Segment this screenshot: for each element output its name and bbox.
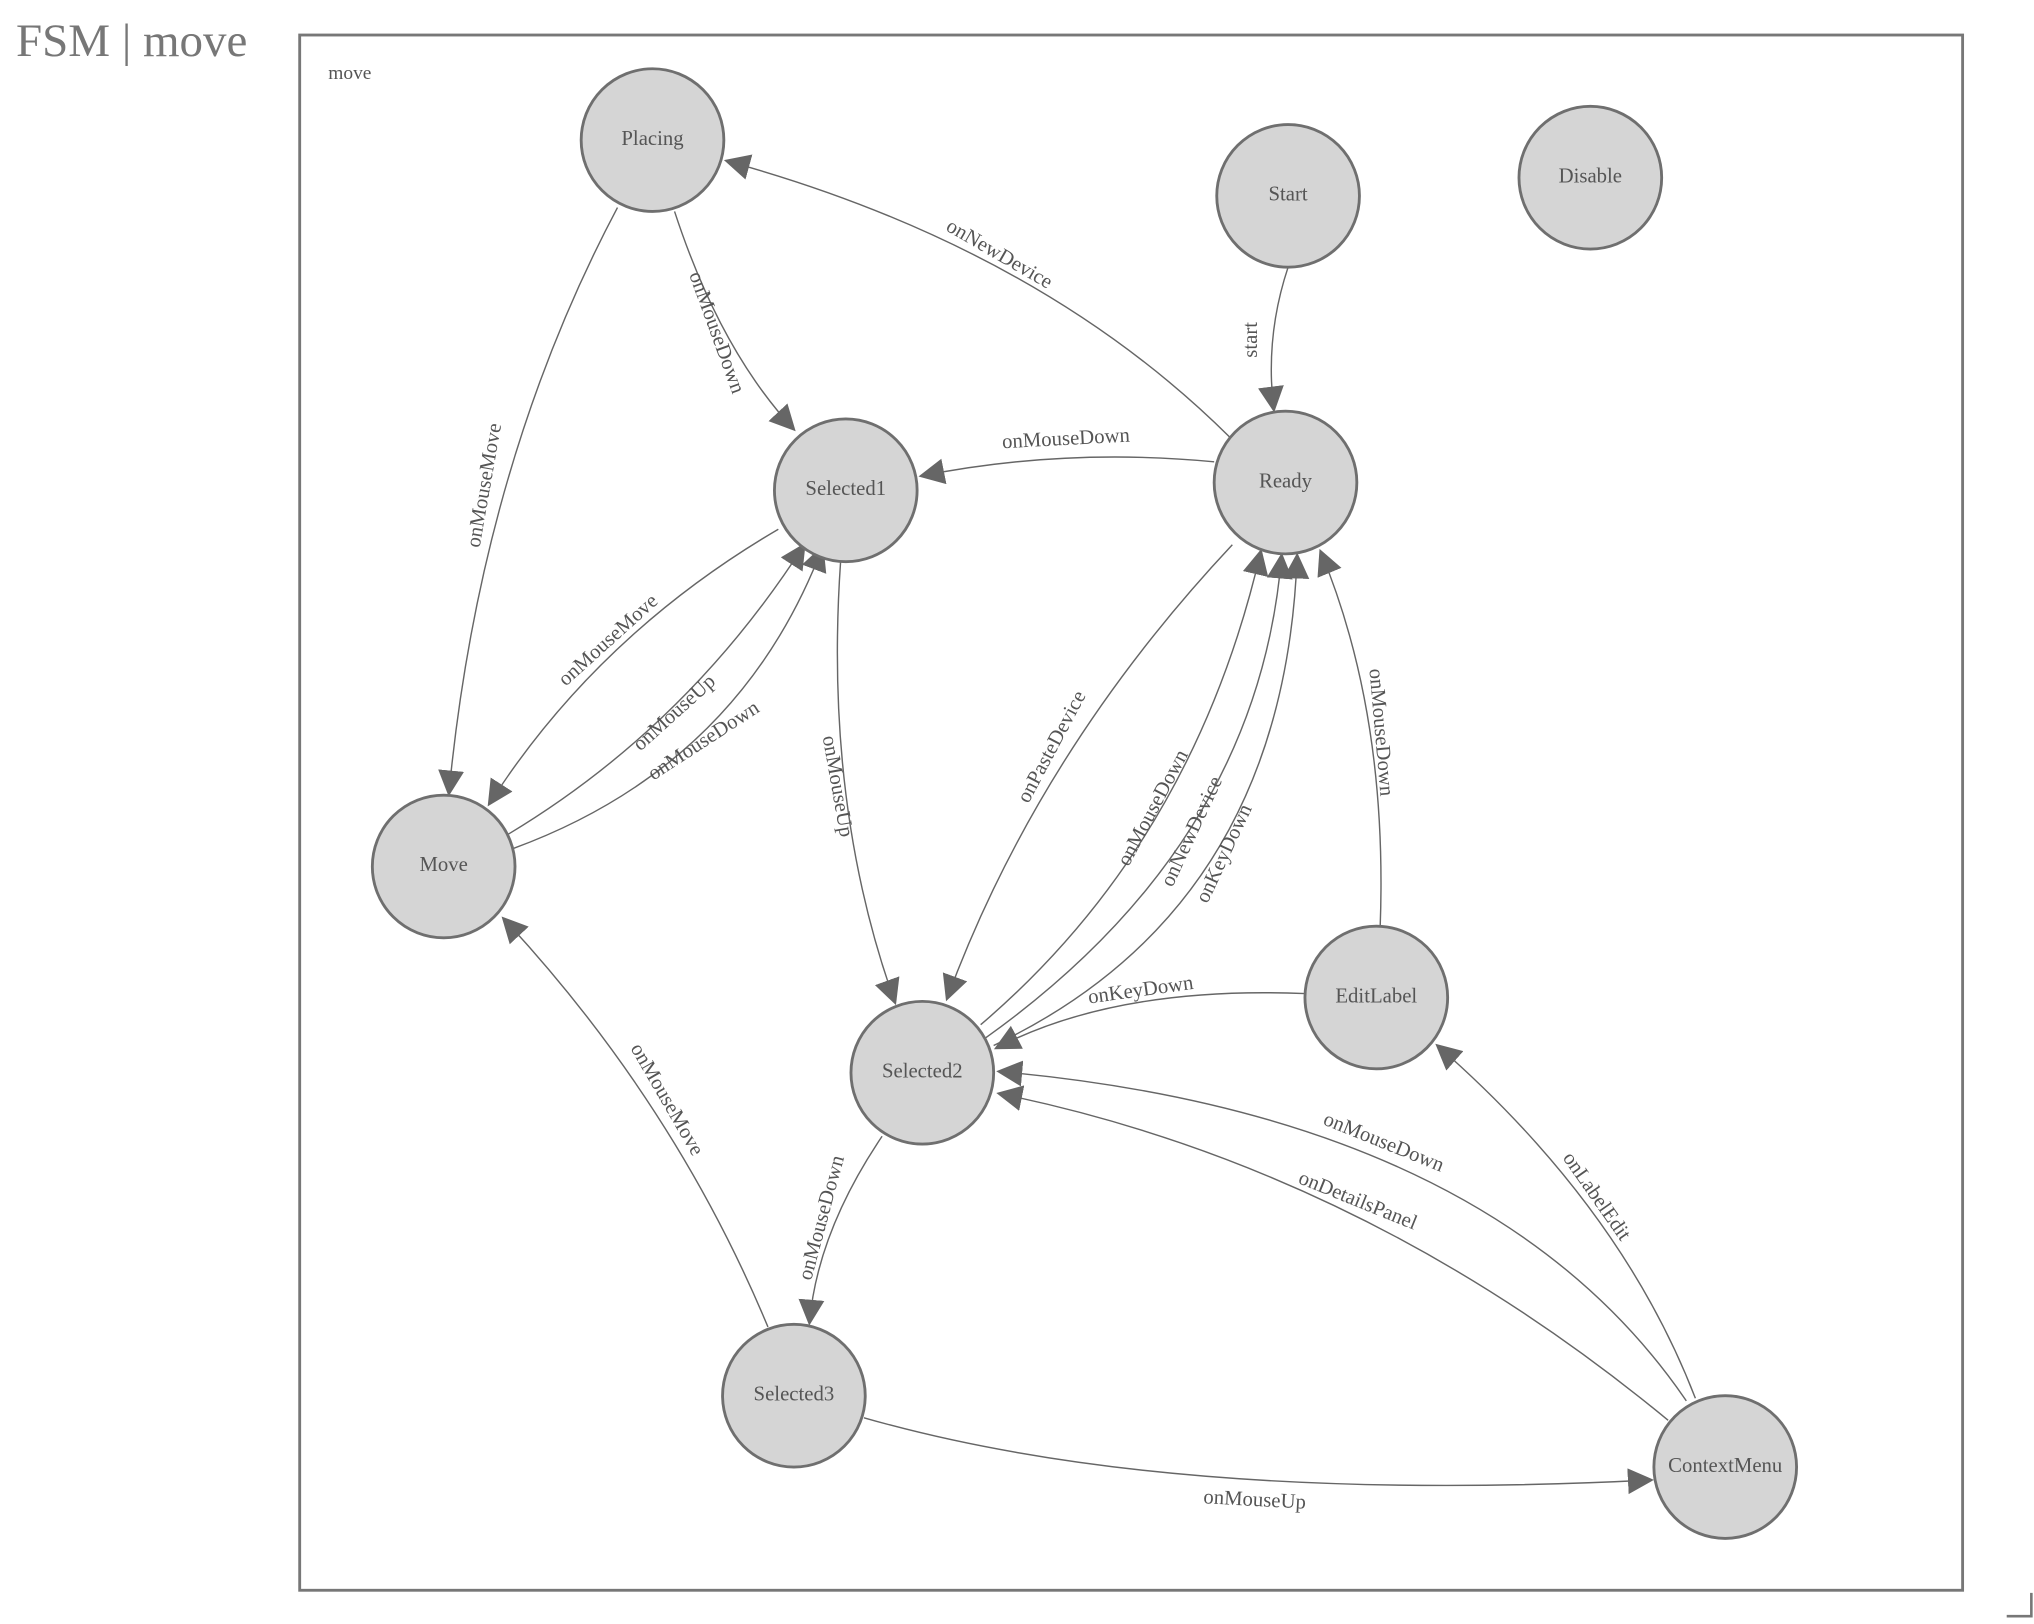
page-title: FSM | move (16, 15, 248, 67)
state-circle[interactable] (1303, 924, 1450, 1071)
transition-ready-to-selected1: onMouseDown (918, 425, 1215, 485)
transition-label: onMouseDown (795, 1153, 850, 1283)
transition-label: onMouseMove (626, 1040, 708, 1160)
transition-ready-to-placing: onNewDevice (723, 154, 1231, 438)
state-machine-frame (298, 33, 1965, 1592)
transition-selected3-to-move: onMouseMove (501, 916, 769, 1328)
transition-arrow (508, 542, 806, 835)
state-label: Disable (1559, 165, 1622, 187)
transition-arrow (487, 528, 779, 807)
transition-arrow (1317, 548, 1382, 927)
state-editlabel[interactable]: EditLabel (1303, 924, 1450, 1071)
transition-selected1-to-selected2: onMouseUp (818, 561, 900, 1006)
transition-selected1-to-move: onMouseMove (487, 528, 779, 807)
state-label: ContextMenu (1668, 1455, 1783, 1477)
transition-arrow (996, 1085, 1669, 1421)
transition-label: onKeyDown (1087, 972, 1196, 1009)
transition-label: onMouseDown (684, 269, 749, 397)
transition-label: start (1240, 322, 1262, 358)
transition-move-to-selected1: onMouseUp (508, 542, 806, 835)
transition-contextmenu-to-selected2: onMouseDown (996, 1060, 1687, 1402)
transition-editlabel-to-selected2: onKeyDown (993, 972, 1305, 1050)
state-contextmenu[interactable]: ContextMenu (1652, 1394, 1798, 1540)
transition-arrow (996, 1060, 1687, 1402)
state-label: Ready (1259, 470, 1313, 492)
transition-arrow (513, 544, 827, 849)
state-placing[interactable]: Placing (579, 67, 726, 213)
transition-selected3-to-contextmenu: onMouseUp (863, 1417, 1654, 1514)
transition-placing-to-selected1: onMouseDown (673, 211, 796, 432)
transition-arrow (836, 561, 900, 1006)
transition-arrow (918, 456, 1215, 485)
state-selected2[interactable]: Selected2 (849, 999, 996, 1146)
transition-arrow (863, 1417, 1654, 1495)
state-label: Move (419, 854, 467, 876)
transition-arrow (1435, 1043, 1697, 1399)
transition-label: onMouseDown (1364, 668, 1397, 798)
state-label: Start (1268, 184, 1307, 206)
transition-contextmenu-to-editlabel: onLabelEdit (1435, 1043, 1697, 1399)
state-label: EditLabel (1335, 985, 1417, 1007)
state-circle[interactable] (721, 1322, 867, 1469)
transition-arrow (942, 544, 1233, 1002)
transition-label: onPasteDevice (1013, 687, 1090, 806)
transition-start-to-ready: start (1240, 266, 1289, 413)
state-label: Selected2 (882, 1060, 963, 1082)
transition-editlabel-to-ready: onMouseDown (1317, 548, 1398, 927)
state-circle[interactable] (773, 417, 919, 564)
transition-label: onLabelEdit (1558, 1148, 1635, 1245)
state-label: Placing (621, 128, 683, 150)
transition-label: onMouseUp (1203, 1486, 1307, 1513)
transition-label: onMouseDown (1002, 425, 1132, 454)
transition-label: onDetailsPanel (1295, 1167, 1420, 1235)
transition-arrow (985, 552, 1293, 1039)
transition-move-to-selected1: onMouseDown (513, 544, 827, 849)
transition-arrow (993, 552, 1310, 1047)
transition-label: onMouseMove (463, 422, 506, 550)
state-circle[interactable] (370, 793, 517, 940)
transition-arrow (980, 548, 1269, 1026)
transition-arrow (501, 916, 769, 1328)
corner-resize-handle[interactable] (2006, 1592, 2033, 1618)
state-selected3[interactable]: Selected3 (721, 1322, 867, 1469)
transition-arrow (1258, 266, 1289, 413)
transition-label: onMouseMove (554, 590, 662, 690)
transition-label: onNewDevice (942, 215, 1056, 293)
state-circle[interactable] (849, 999, 996, 1146)
state-selected1[interactable]: Selected1 (773, 417, 919, 564)
state-circle[interactable] (1212, 409, 1359, 556)
transition-placing-to-move: onMouseMove (438, 207, 619, 797)
transition-arrow (438, 207, 619, 797)
transition-arrow (723, 154, 1231, 438)
state-move[interactable]: Move (370, 793, 517, 940)
transition-selected2-to-selected3: onMouseDown (795, 1135, 883, 1326)
state-circle[interactable] (1652, 1394, 1798, 1540)
state-circle[interactable] (1215, 123, 1361, 269)
state-label: Selected1 (805, 478, 886, 500)
state-ready[interactable]: Ready (1212, 409, 1359, 556)
state-label: Selected3 (754, 1383, 835, 1405)
state-circle[interactable] (579, 67, 726, 213)
transition-ready-to-selected2: onPasteDevice (942, 544, 1233, 1002)
transition-arrow (673, 211, 796, 432)
transition-label: onMouseUp (818, 734, 857, 839)
state-start[interactable]: Start (1215, 123, 1361, 269)
frame-label: move (328, 63, 371, 84)
transition-contextmenu-to-selected2: onDetailsPanel (996, 1085, 1669, 1421)
state-circle[interactable] (1517, 104, 1664, 251)
transition-arrow (798, 1135, 883, 1326)
transition-arrow (993, 992, 1305, 1050)
state-disable[interactable]: Disable (1517, 104, 1664, 251)
